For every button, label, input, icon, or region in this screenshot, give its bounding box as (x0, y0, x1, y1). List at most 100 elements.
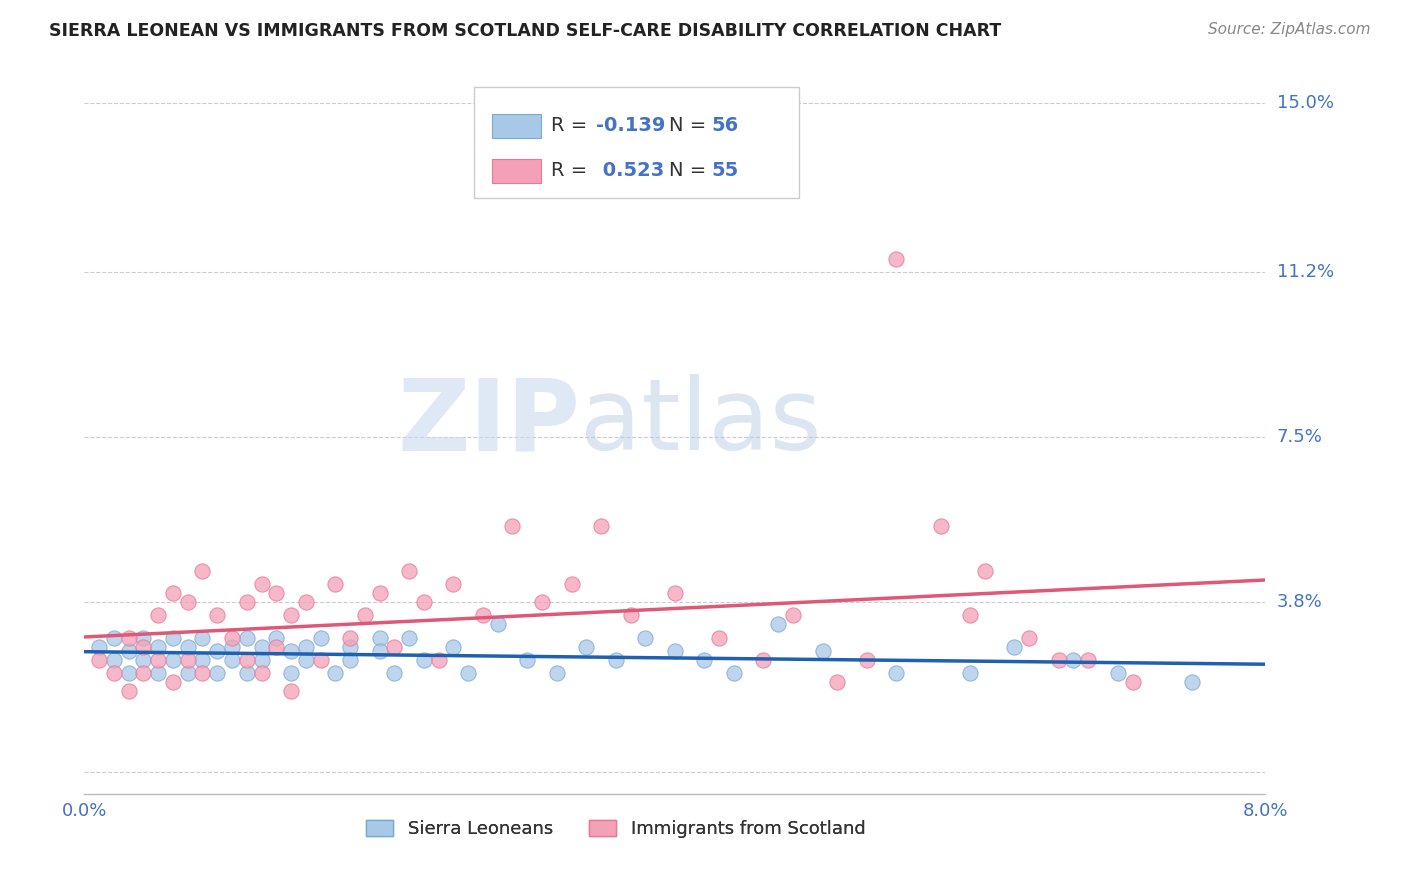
Point (339, 631, 361, 645)
Point (132, 666, 155, 681)
Point (280, 608, 302, 623)
Point (384, 666, 406, 681)
Point (177, 640, 200, 654)
Point (191, 666, 214, 681)
Point (295, 640, 318, 654)
Point (118, 644, 141, 658)
Point (250, 577, 273, 591)
Point (752, 653, 775, 667)
Point (162, 675, 184, 690)
Text: N =: N = (669, 117, 713, 136)
Point (886, 252, 908, 266)
Text: 15.0%: 15.0% (1277, 94, 1333, 112)
Point (368, 586, 391, 600)
Text: Source: ZipAtlas.com: Source: ZipAtlas.com (1208, 22, 1371, 37)
Point (280, 644, 302, 658)
Point (280, 684, 302, 698)
Point (1107, 666, 1129, 681)
Point (1181, 675, 1204, 690)
Text: R =: R = (551, 161, 593, 180)
Point (368, 644, 391, 658)
Point (87, 640, 111, 654)
Point (398, 631, 420, 645)
Point (398, 564, 420, 578)
Point (782, 608, 804, 623)
Text: 11.2%: 11.2% (1277, 263, 1334, 281)
Point (309, 653, 332, 667)
Point (250, 666, 273, 681)
Point (605, 653, 627, 667)
Point (486, 617, 509, 632)
Point (929, 519, 952, 533)
Point (325, 577, 347, 591)
Text: 7.5%: 7.5% (1277, 428, 1323, 446)
Point (132, 631, 155, 645)
Point (855, 653, 877, 667)
Point (162, 653, 184, 667)
Text: 3.8%: 3.8% (1277, 593, 1322, 611)
Point (886, 666, 908, 681)
Point (1122, 675, 1144, 690)
Point (103, 666, 125, 681)
Point (118, 684, 141, 698)
Point (162, 586, 184, 600)
Point (235, 595, 259, 609)
Text: R =: R = (551, 117, 593, 136)
Point (546, 666, 568, 681)
Text: atlas: atlas (581, 375, 823, 471)
Point (148, 653, 170, 667)
Text: -0.139: -0.139 (596, 117, 665, 136)
Point (457, 666, 479, 681)
Point (561, 577, 583, 591)
Point (664, 644, 686, 658)
Point (959, 666, 981, 681)
Point (177, 595, 200, 609)
Point (264, 631, 288, 645)
Point (250, 653, 273, 667)
Point (207, 644, 229, 658)
Point (591, 519, 613, 533)
Text: SIERRA LEONEAN VS IMMIGRANTS FROM SCOTLAND SELF-CARE DISABILITY CORRELATION CHAR: SIERRA LEONEAN VS IMMIGRANTS FROM SCOTLA… (49, 22, 1001, 40)
Point (443, 577, 465, 591)
Point (87, 653, 111, 667)
Point (207, 608, 229, 623)
Point (1018, 631, 1040, 645)
Point (1047, 653, 1070, 667)
Point (177, 653, 200, 667)
Point (207, 666, 229, 681)
Point (664, 586, 686, 600)
FancyBboxPatch shape (492, 159, 541, 183)
Point (162, 631, 184, 645)
Point (413, 595, 436, 609)
Point (516, 653, 538, 667)
Point (339, 653, 361, 667)
Text: 56: 56 (711, 117, 738, 136)
Point (103, 631, 125, 645)
Point (235, 666, 259, 681)
Point (264, 586, 288, 600)
Point (974, 564, 997, 578)
Point (221, 640, 243, 654)
Point (811, 644, 834, 658)
Point (693, 653, 716, 667)
Text: 55: 55 (711, 161, 738, 180)
Point (148, 640, 170, 654)
Point (221, 653, 243, 667)
Text: N =: N = (669, 161, 713, 180)
Point (295, 653, 318, 667)
Point (619, 608, 641, 623)
Point (827, 675, 849, 690)
Point (1004, 640, 1026, 654)
Point (118, 666, 141, 681)
Point (309, 631, 332, 645)
Text: 0.523: 0.523 (596, 161, 664, 180)
FancyBboxPatch shape (492, 114, 541, 138)
Point (531, 595, 554, 609)
Point (768, 617, 790, 632)
Point (280, 666, 302, 681)
Point (325, 666, 347, 681)
Point (177, 666, 200, 681)
Point (295, 595, 318, 609)
Point (1063, 653, 1085, 667)
Point (354, 608, 377, 623)
